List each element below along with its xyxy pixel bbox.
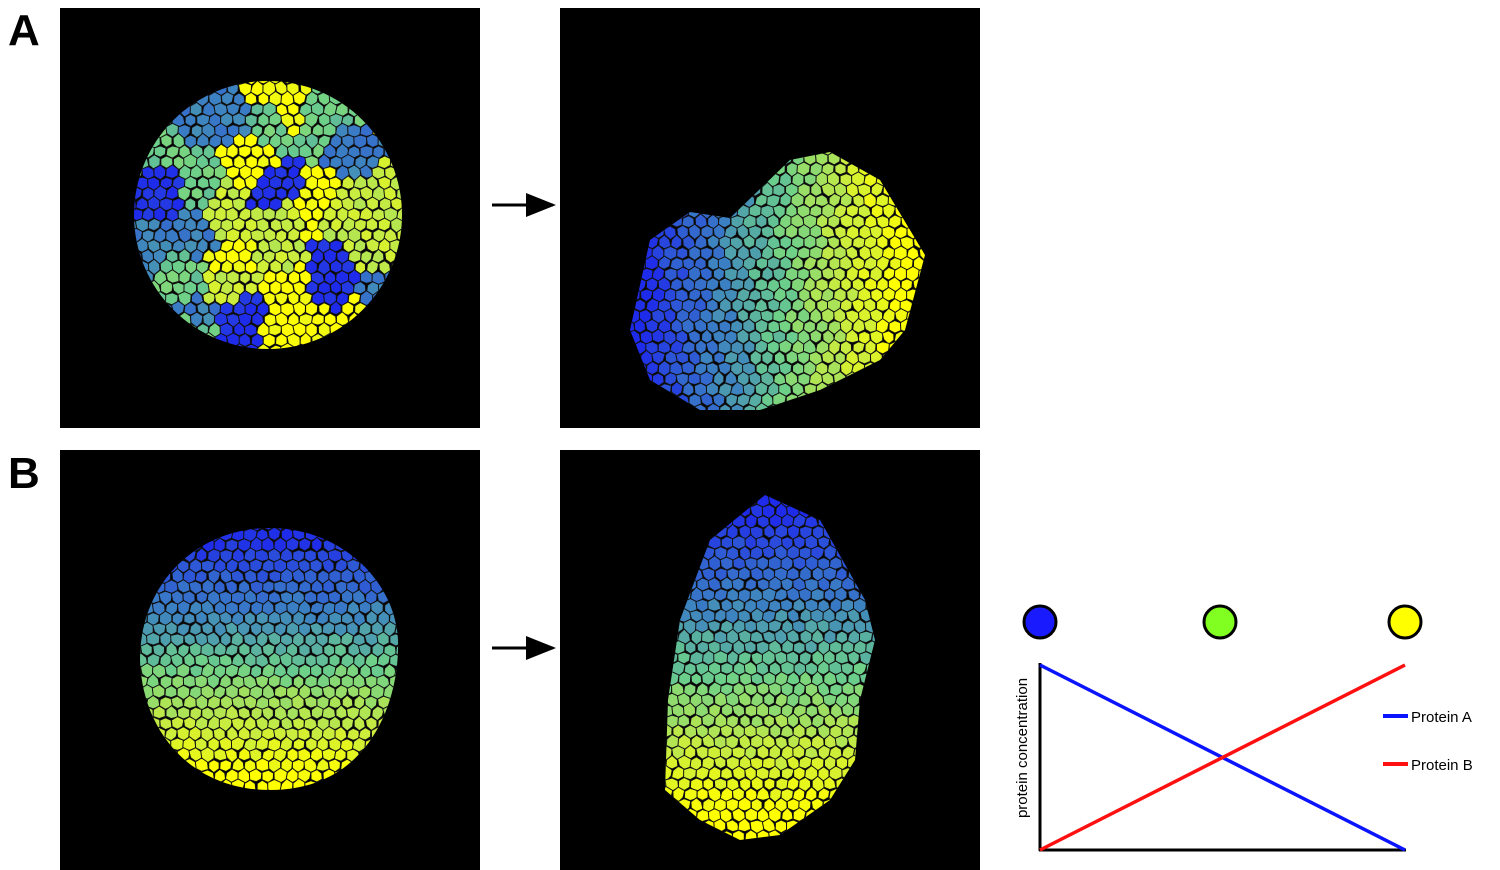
figure: A B protein concentration Protein A Prot… bbox=[0, 0, 1500, 870]
cell bbox=[329, 675, 341, 688]
legend-label: Protein A bbox=[1411, 709, 1472, 726]
cell bbox=[744, 641, 756, 653]
cell bbox=[714, 352, 725, 364]
cell bbox=[183, 675, 196, 687]
cell bbox=[269, 324, 282, 335]
cell bbox=[889, 321, 902, 334]
cell bbox=[378, 218, 390, 231]
cell bbox=[185, 114, 196, 126]
cell bbox=[764, 778, 775, 790]
cell bbox=[776, 778, 788, 790]
cell bbox=[731, 279, 744, 290]
cell bbox=[682, 361, 695, 374]
cell bbox=[263, 208, 275, 220]
cell bbox=[749, 204, 762, 217]
cell bbox=[761, 226, 774, 238]
cell bbox=[165, 686, 177, 698]
panel-label: B bbox=[8, 449, 40, 498]
cell bbox=[697, 788, 708, 801]
color-dot bbox=[1389, 606, 1421, 638]
cell bbox=[677, 247, 688, 259]
cell bbox=[147, 633, 160, 646]
legend-label: Protein B bbox=[1411, 757, 1473, 774]
cell bbox=[276, 188, 287, 200]
cell bbox=[274, 686, 287, 698]
cell bbox=[232, 113, 245, 126]
cell bbox=[239, 686, 251, 698]
cell bbox=[184, 613, 195, 624]
panel-label: A bbox=[8, 6, 40, 55]
y-axis-label: protein concentration bbox=[1014, 678, 1031, 818]
color-dot bbox=[1024, 606, 1056, 638]
cell bbox=[745, 705, 758, 717]
cell bbox=[269, 571, 281, 582]
color-dot bbox=[1204, 606, 1236, 638]
cell bbox=[274, 581, 287, 593]
cell bbox=[811, 589, 824, 601]
cell bbox=[714, 651, 728, 664]
cell bbox=[214, 749, 227, 761]
cell bbox=[835, 163, 846, 175]
cell bbox=[822, 267, 835, 279]
